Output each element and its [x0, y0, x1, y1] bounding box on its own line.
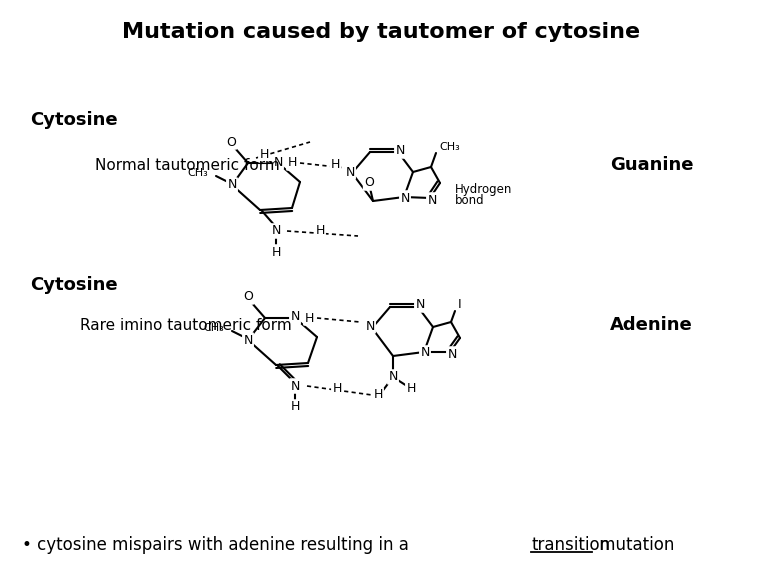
Text: N: N	[421, 346, 430, 360]
Text: N: N	[243, 334, 253, 346]
Text: N: N	[365, 320, 375, 332]
Text: Adenine: Adenine	[610, 316, 693, 334]
Text: H: H	[287, 157, 296, 169]
Text: mutation: mutation	[594, 536, 674, 554]
Text: N: N	[227, 179, 237, 191]
Text: N: N	[290, 310, 299, 324]
Text: N: N	[395, 144, 405, 158]
Text: N: N	[427, 194, 437, 206]
Text: Normal tautomeric form: Normal tautomeric form	[95, 158, 280, 172]
Text: H: H	[315, 224, 325, 237]
Text: O: O	[243, 291, 253, 303]
Text: I: I	[458, 299, 462, 311]
Text: H: H	[290, 401, 299, 414]
Text: H: H	[332, 382, 341, 394]
Text: Hydrogen: Hydrogen	[455, 183, 512, 197]
Text: H: H	[331, 158, 340, 171]
Text: Guanine: Guanine	[610, 156, 693, 174]
Text: N: N	[389, 371, 398, 383]
Text: N: N	[415, 299, 424, 311]
Text: N: N	[271, 224, 280, 237]
Text: H: H	[304, 311, 314, 324]
Text: H: H	[406, 382, 416, 394]
Text: transition: transition	[531, 536, 610, 554]
Text: CH₃: CH₃	[439, 142, 459, 152]
Text: Mutation caused by tautomer of cytosine: Mutation caused by tautomer of cytosine	[122, 22, 640, 42]
Text: O: O	[226, 136, 236, 148]
Text: H: H	[259, 148, 269, 161]
Text: H: H	[373, 389, 383, 401]
Text: Cytosine: Cytosine	[30, 111, 117, 129]
Text: CH₃: CH₃	[203, 323, 224, 333]
Text: N: N	[274, 155, 283, 169]
Text: N: N	[447, 347, 456, 361]
Text: bond: bond	[455, 194, 485, 206]
Text: O: O	[364, 176, 374, 190]
Text: Cytosine: Cytosine	[30, 276, 117, 294]
Text: N: N	[290, 379, 299, 393]
Text: N: N	[345, 165, 354, 179]
Text: H: H	[271, 245, 280, 259]
Text: CH₃: CH₃	[187, 168, 208, 178]
Text: • cytosine mispairs with adenine resulting in a: • cytosine mispairs with adenine resulti…	[22, 536, 414, 554]
Text: Rare imino tautomeric form: Rare imino tautomeric form	[80, 317, 292, 332]
Text: N: N	[400, 191, 410, 205]
